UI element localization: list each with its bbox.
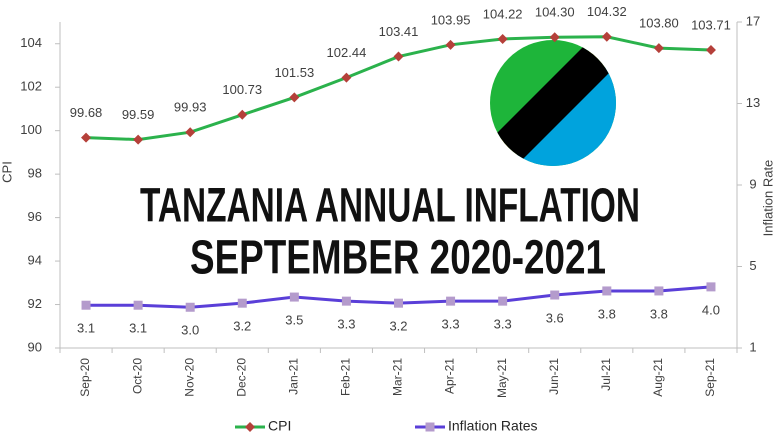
y-tick-label: 92	[28, 296, 42, 311]
data-label: 103.95	[431, 12, 471, 27]
point	[289, 92, 300, 103]
point	[133, 300, 143, 310]
y2-tick-label: 1	[749, 339, 756, 354]
data-label: 99.93	[174, 100, 207, 115]
point	[445, 39, 456, 50]
data-label: 101.53	[274, 65, 314, 80]
y2-tick-label: 13	[746, 95, 760, 110]
legend-label: Inflation Rates	[448, 418, 538, 434]
x-tick-label: Apr-21	[443, 358, 457, 394]
data-label: 3.3	[442, 317, 460, 332]
point	[133, 134, 144, 145]
y2-axis-title: Inflation Rate	[760, 160, 775, 237]
point	[601, 31, 612, 42]
y2-tick-label: 17	[746, 13, 760, 28]
x-tick-label: Oct-20	[130, 358, 144, 394]
point	[550, 290, 560, 300]
data-label: 100.73	[222, 82, 262, 97]
flag	[490, 40, 616, 166]
data-label: 99.59	[122, 107, 155, 122]
x-tick-label: Jun-21	[547, 358, 561, 395]
data-label: 3.3	[337, 317, 355, 332]
data-label: 3.6	[546, 310, 564, 325]
y-tick-label: 94	[28, 253, 42, 268]
legend-marker	[425, 422, 435, 432]
series: 99.68 99.59 99.93 100.73 101.53 102.44 103.41 1…	[70, 4, 731, 145]
point	[706, 282, 716, 292]
data-label: 104.32	[587, 4, 627, 19]
point	[498, 296, 508, 306]
data-label: 104.22	[483, 6, 523, 21]
point	[81, 132, 92, 143]
point	[705, 45, 716, 56]
data-label: 3.2	[389, 319, 407, 334]
y-tick-label: 102	[20, 79, 42, 94]
point	[341, 296, 351, 306]
data-label: 3.1	[129, 321, 147, 336]
point	[602, 286, 612, 296]
point	[393, 51, 404, 62]
x-tick-label: Dec-20	[234, 358, 248, 397]
x-tick-label: Feb-21	[339, 358, 353, 396]
y2-tick-label: 5	[749, 258, 756, 273]
point	[237, 109, 248, 120]
point	[185, 302, 195, 312]
point	[497, 33, 508, 44]
point	[289, 292, 299, 302]
data-label: 103.71	[691, 17, 731, 32]
data-label: 103.80	[639, 16, 679, 31]
chart-title: TANZANIA ANNUAL INFLATION	[140, 180, 640, 233]
x-tick-label: Jan-21	[287, 358, 301, 395]
x-tick-label: Jul-21	[599, 358, 613, 391]
x-tick-label: Nov-20	[182, 358, 196, 397]
data-label: 3.0	[181, 323, 199, 338]
x-tick-label: Sep-20	[78, 358, 92, 397]
data-label: 3.8	[650, 306, 668, 321]
data-label: 3.2	[233, 319, 251, 334]
data-label: 99.68	[70, 105, 103, 120]
y-tick-label: 98	[28, 166, 42, 181]
y-tick-label: 96	[28, 209, 42, 224]
data-label: 4.0	[702, 302, 720, 317]
point	[446, 296, 456, 306]
point	[81, 300, 91, 310]
point	[185, 127, 196, 138]
point	[549, 32, 560, 43]
point	[653, 43, 664, 54]
chart-subtitle: SEPTEMBER 2020-2021	[190, 232, 606, 285]
x-tick-label: Mar-21	[391, 358, 405, 396]
data-label: 3.3	[494, 317, 512, 332]
series: 3.1 3.1 3.0 3.2 3.5 3.3 3.2 3.3 3.3 3.6 3.8 3.8 4.0	[77, 282, 720, 338]
data-label: 104.30	[535, 5, 575, 20]
y2-tick-label: 9	[749, 176, 756, 191]
data-label: 102.44	[327, 45, 367, 60]
data-label: 103.41	[379, 24, 419, 39]
legend-label: CPI	[268, 418, 291, 434]
data-label: 3.5	[285, 313, 303, 328]
y-tick-label: 100	[20, 122, 42, 137]
legend-marker	[245, 422, 255, 432]
point	[237, 298, 247, 308]
x-tick-label: Sep-21	[703, 358, 717, 397]
point	[341, 72, 352, 83]
y-tick-label: 90	[28, 339, 42, 354]
data-label: 3.1	[77, 321, 95, 336]
x-tick-label: May-21	[495, 358, 509, 398]
point	[654, 286, 664, 296]
point	[394, 298, 403, 308]
y-axis-title: CPI	[0, 161, 14, 183]
y-tick-label: 104	[20, 35, 42, 50]
data-label: 3.8	[598, 306, 616, 321]
x-tick-label: Aug-21	[651, 358, 665, 397]
